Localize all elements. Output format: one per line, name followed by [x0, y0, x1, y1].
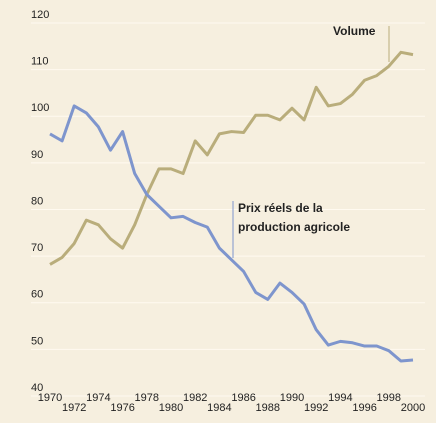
y-tick-label: 90 — [31, 149, 43, 161]
x-tick-label: 1998 — [377, 392, 401, 404]
series-label: Volume — [333, 24, 376, 38]
y-tick-label: 100 — [31, 102, 49, 114]
x-tick-label: 1980 — [159, 402, 183, 414]
y-tick-label: 110 — [31, 56, 49, 68]
series-label: Prix réels de la production agricole — [238, 201, 351, 234]
y-tick-label: 50 — [31, 335, 43, 347]
y-tick-label: 40 — [31, 382, 43, 394]
x-tick-label: 1972 — [62, 402, 86, 414]
x-tick-label: 1988 — [256, 402, 280, 414]
x-tick-label: 1982 — [183, 392, 207, 404]
x-tick-label: 1978 — [135, 392, 159, 404]
y-tick-label: 120 — [31, 9, 49, 21]
y-tick-label: 70 — [31, 242, 43, 254]
x-tick-label: 1996 — [352, 402, 376, 414]
y-tick-label: 80 — [31, 195, 43, 207]
x-tick-label: 1976 — [110, 402, 134, 414]
x-tick-label: 1990 — [280, 392, 304, 404]
x-tick-label: 2000 — [401, 402, 425, 414]
x-tick-label: 1986 — [231, 392, 255, 404]
y-tick-label: 60 — [31, 289, 43, 301]
x-tick-label: 1992 — [304, 402, 328, 414]
x-tick-label: 1974 — [86, 392, 110, 404]
line — [49, 50, 414, 266]
x-tick-label: 1970 — [38, 392, 62, 404]
x-tick-label: 1994 — [328, 392, 352, 404]
line — [49, 104, 414, 363]
x-tick-label: 1984 — [207, 402, 231, 414]
